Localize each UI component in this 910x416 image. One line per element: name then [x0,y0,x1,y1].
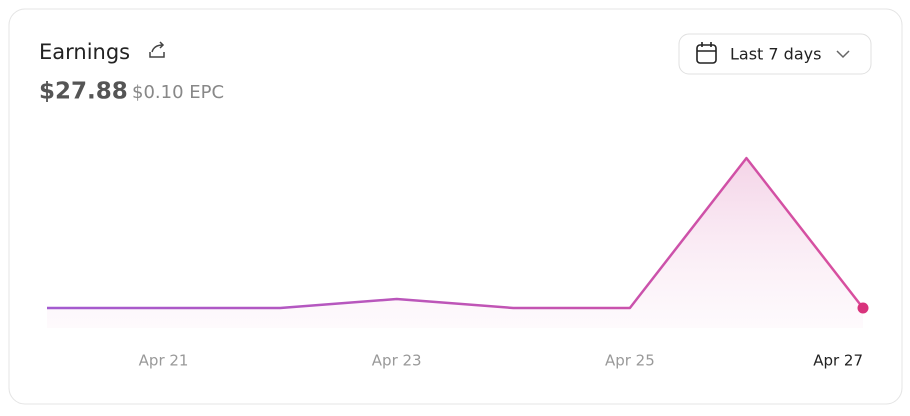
epc: $0.10 EPC [132,82,224,103]
x-tick-label: Apr 27 [813,352,863,370]
range-dropdown[interactable] [678,33,872,75]
end-marker [857,302,869,314]
calendar-icon [696,42,717,64]
line [47,156,864,310]
x-tick-label: Apr 23 [372,352,422,370]
range-label[interactable]: Last 7 days [730,45,821,64]
title: Earnings [39,40,130,64]
share-icon[interactable] [149,41,165,58]
chevron[interactable] [836,50,850,59]
total: $27.88 [39,79,128,105]
x-tick-label: Apr 21 [139,352,189,370]
plot: Apr 21 Apr 23 Apr 25 Apr 27 [47,156,869,370]
area [47,158,863,328]
x-tick-label: Apr 25 [605,352,655,370]
